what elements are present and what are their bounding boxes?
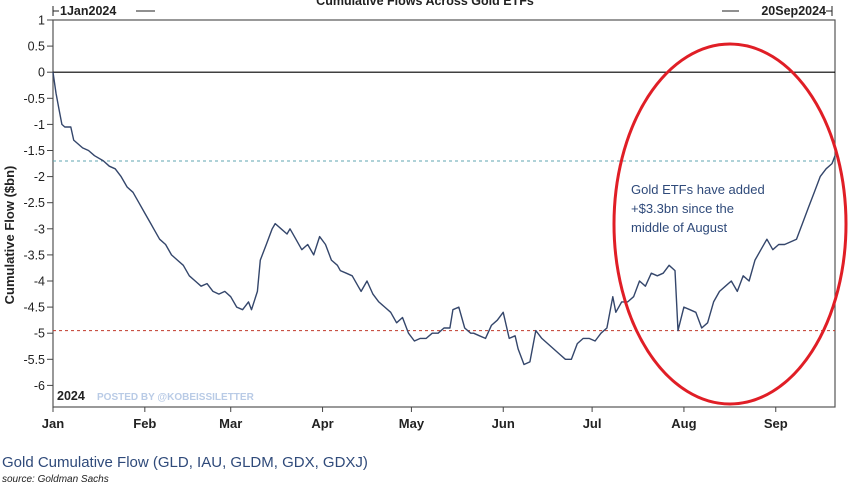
source-note: source: Goldman Sachs xyxy=(2,474,109,485)
annotation-line-1: Gold ETFs have added xyxy=(631,182,765,197)
y-tick-label: -5 xyxy=(34,327,45,341)
series-line xyxy=(52,72,836,366)
y-tick-label: 1 xyxy=(38,14,45,28)
y-tick-label: -1 xyxy=(34,118,45,132)
y-tick-label: 0.5 xyxy=(28,40,45,54)
x-tick-label: Mar xyxy=(219,416,242,431)
reference-lines xyxy=(53,71,835,332)
year-label: 2024 xyxy=(57,389,85,403)
y-tick-label: -0.5 xyxy=(23,92,45,106)
y-tick-label: -6 xyxy=(34,379,45,393)
series-group xyxy=(52,72,836,366)
y-tick-label: -3.5 xyxy=(23,248,45,262)
y-axis-label: Cumulative Flow ($bn) xyxy=(2,166,17,305)
y-tick-label: -4.5 xyxy=(23,301,45,315)
x-tick-label: Apr xyxy=(311,416,333,431)
y-tick-label: -2 xyxy=(34,170,45,184)
y-tick-label: -3 xyxy=(34,222,45,236)
plot-frame xyxy=(52,19,836,408)
chart-title: Cumulative Flows Across Gold ETFs xyxy=(316,0,534,8)
y-tick-label: -1.5 xyxy=(23,144,45,158)
y-tick-label: -5.5 xyxy=(23,353,45,367)
y-tick-label: -2.5 xyxy=(23,196,45,210)
x-tick-label: May xyxy=(399,416,425,431)
x-tick-label: Aug xyxy=(671,416,696,431)
highlight-ellipse xyxy=(612,42,848,406)
watermark: POSTED BY @KOBEISSILETTER xyxy=(97,392,255,403)
x-tick-label: Jan xyxy=(42,416,64,431)
x-tick-label: Feb xyxy=(133,416,156,431)
start-date-label: 1Jan2024 xyxy=(60,4,116,18)
chart-caption: Gold Cumulative Flow (GLD, IAU, GLDM, GD… xyxy=(2,454,368,471)
y-axis: 1 0.5 0 -0.5 -1 -1.5 -2 -2.5 -3 -3.5 -4 -4.5 -5 -5.5 -… xyxy=(23,14,53,393)
x-tick-label: Jul xyxy=(583,416,602,431)
annotation-line-3: middle of August xyxy=(631,220,728,235)
y-tick-label: 0 xyxy=(38,66,45,80)
annotation: Gold ETFs have added +$3.3bn since the m… xyxy=(631,182,768,235)
end-date-label: 20Sep2024 xyxy=(761,4,826,18)
x-axis: Jan Feb Mar Apr May Jun Jul Aug Sep xyxy=(42,407,788,431)
x-tick-label: Jun xyxy=(492,416,515,431)
annotation-line-2: +$3.3bn since the xyxy=(631,201,734,216)
x-tick-label: Sep xyxy=(764,416,788,431)
y-tick-label: -4 xyxy=(34,275,45,289)
